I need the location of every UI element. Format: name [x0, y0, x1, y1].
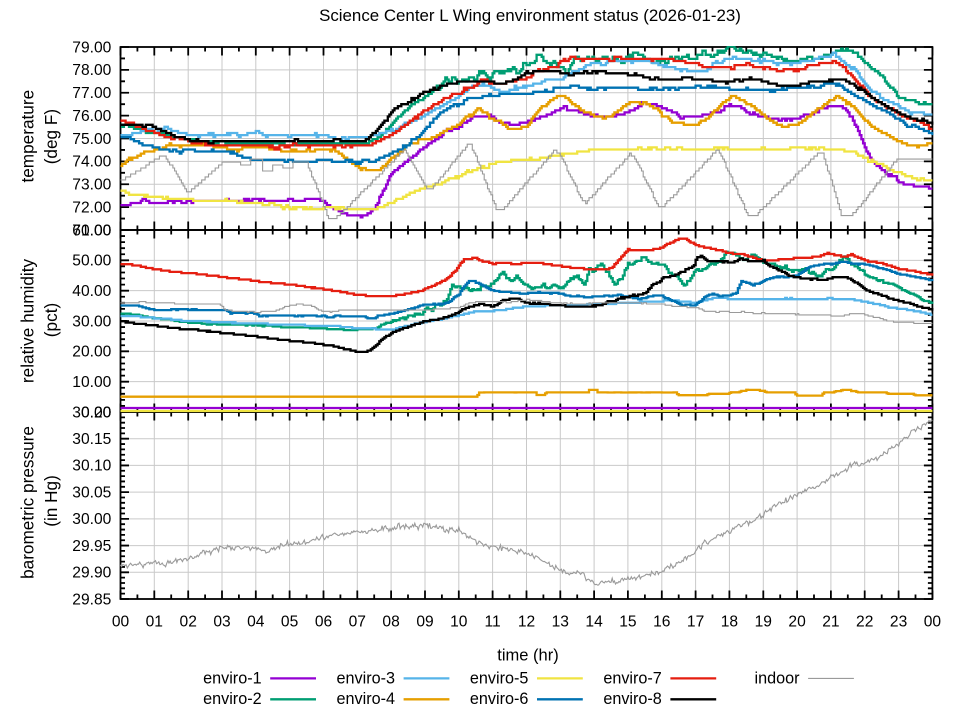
svg-text:00: 00 — [924, 614, 942, 631]
svg-text:indoor: indoor — [755, 669, 801, 687]
svg-text:09: 09 — [416, 614, 433, 631]
svg-text:29.95: 29.95 — [72, 538, 111, 555]
svg-text:enviro-7: enviro-7 — [603, 669, 661, 687]
svg-text:73.00: 73.00 — [72, 177, 111, 194]
svg-text:02: 02 — [180, 614, 197, 631]
svg-text:temperature: temperature — [18, 90, 38, 183]
svg-text:relative humidity: relative humidity — [18, 259, 38, 384]
svg-text:(pct): (pct) — [41, 303, 61, 337]
svg-text:21: 21 — [822, 614, 839, 631]
svg-text:29.90: 29.90 — [72, 565, 111, 582]
svg-text:13: 13 — [552, 614, 569, 631]
svg-text:72.00: 72.00 — [72, 199, 111, 216]
svg-text:30.15: 30.15 — [72, 431, 111, 448]
svg-text:04: 04 — [247, 614, 265, 631]
svg-text:30.05: 30.05 — [72, 484, 111, 501]
svg-text:30.00: 30.00 — [72, 313, 111, 330]
svg-text:05: 05 — [281, 614, 299, 631]
svg-text:50.00: 50.00 — [72, 253, 111, 270]
svg-text:22: 22 — [856, 614, 873, 631]
svg-text:29.85: 29.85 — [72, 591, 111, 608]
svg-text:60.00: 60.00 — [72, 222, 111, 239]
svg-text:78.00: 78.00 — [72, 62, 111, 79]
svg-text:12: 12 — [518, 614, 535, 631]
svg-text:23: 23 — [890, 614, 907, 631]
svg-text:(deg F): (deg F) — [41, 109, 61, 164]
svg-text:00: 00 — [112, 614, 130, 631]
svg-text:08: 08 — [382, 614, 399, 631]
svg-text:enviro-1: enviro-1 — [203, 669, 261, 687]
svg-text:20: 20 — [788, 614, 806, 631]
svg-text:77.00: 77.00 — [72, 85, 111, 102]
svg-text:Science Center L Wing environm: Science Center L Wing environment status… — [319, 6, 741, 25]
svg-text:20.00: 20.00 — [72, 344, 111, 361]
svg-text:enviro-2: enviro-2 — [203, 690, 261, 708]
svg-text:(in Hg): (in Hg) — [41, 475, 61, 527]
svg-text:30.10: 30.10 — [72, 458, 111, 475]
svg-text:15: 15 — [619, 614, 637, 631]
svg-text:10.00: 10.00 — [72, 374, 111, 391]
svg-text:19: 19 — [755, 614, 772, 631]
svg-text:07: 07 — [349, 614, 366, 631]
svg-text:11: 11 — [485, 614, 501, 631]
svg-text:01: 01 — [146, 614, 163, 631]
svg-text:enviro-3: enviro-3 — [337, 669, 395, 687]
svg-text:0.00: 0.00 — [81, 404, 112, 421]
svg-text:enviro-8: enviro-8 — [603, 690, 661, 708]
svg-text:75.00: 75.00 — [72, 131, 111, 148]
svg-text:76.00: 76.00 — [72, 108, 111, 125]
svg-text:10: 10 — [450, 614, 468, 631]
svg-text:enviro-4: enviro-4 — [337, 690, 395, 708]
svg-text:18: 18 — [721, 614, 738, 631]
svg-text:17: 17 — [687, 614, 704, 631]
svg-text:79.00: 79.00 — [72, 39, 111, 56]
svg-text:03: 03 — [213, 614, 230, 631]
svg-text:16: 16 — [653, 614, 670, 631]
svg-text:30.00: 30.00 — [72, 511, 111, 528]
svg-text:enviro-6: enviro-6 — [470, 690, 528, 708]
svg-text:71.00: 71.00 — [72, 222, 111, 239]
svg-text:74.00: 74.00 — [72, 154, 111, 171]
svg-text:barometric pressure: barometric pressure — [18, 426, 38, 579]
svg-text:30.20: 30.20 — [72, 404, 111, 421]
svg-text:time (hr): time (hr) — [497, 646, 558, 664]
svg-text:14: 14 — [585, 614, 603, 631]
svg-text:enviro-5: enviro-5 — [470, 669, 528, 687]
svg-text:40.00: 40.00 — [72, 283, 111, 300]
svg-text:06: 06 — [315, 614, 332, 631]
